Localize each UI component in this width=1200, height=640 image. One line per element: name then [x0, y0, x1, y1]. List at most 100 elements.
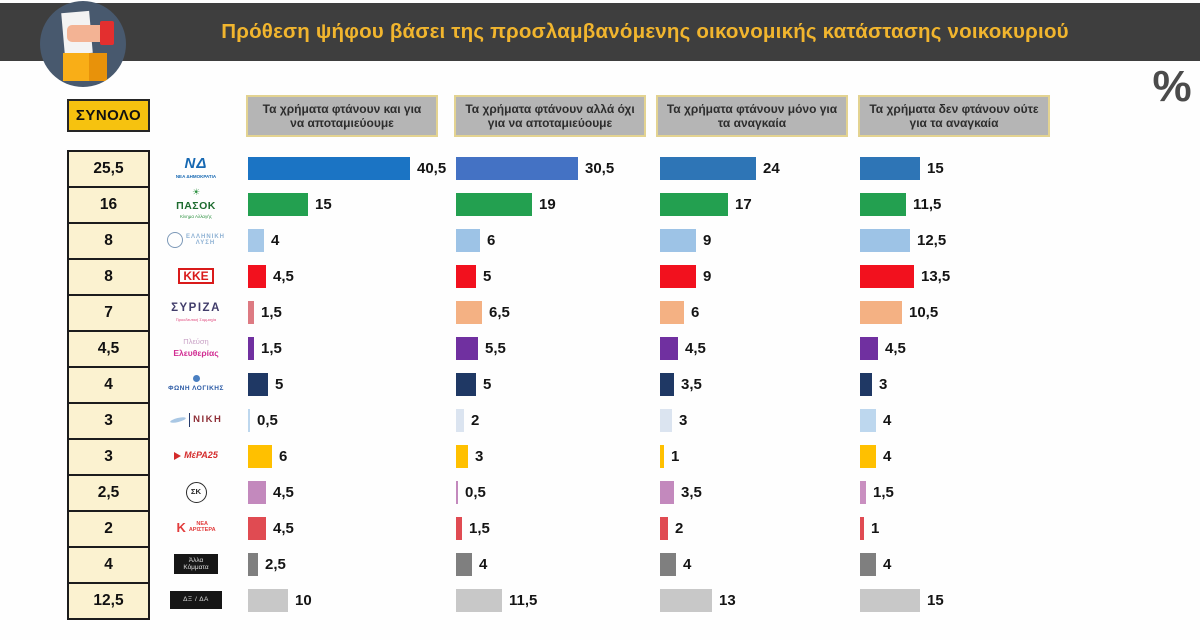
bar-syriza-group2: [456, 300, 482, 324]
bar-cell-nea-aristera-group4: 1: [860, 510, 1065, 546]
bar-value-nea-aristera-group4: 1: [871, 519, 880, 537]
page-title: Πρόθεση ψήφου βάσει της προσλαμβανόμενης…: [221, 20, 1069, 43]
bar-pasok-group1: [248, 192, 308, 216]
bar-value-foni-logikis-group2: 5: [483, 375, 492, 393]
bar-value-mera25-group1: 6: [279, 447, 288, 465]
bar-cell-nea-aristera-group2: 1,5: [456, 510, 661, 546]
bar-pasok-group3: [660, 192, 728, 216]
bar-value-nd-group1: 40,5: [417, 159, 447, 177]
bar-value-syriza-group2: 6,5: [489, 303, 510, 321]
bar-cell-nea-aristera-group3: 2: [660, 510, 865, 546]
kke-logo-icon: ΚΚΕ: [148, 258, 244, 294]
bar-cell-dx-da-group1: 10: [248, 582, 453, 618]
bar-value-syriza-group4: 10,5: [909, 303, 939, 321]
bar-value-dx-da-group3: 13: [719, 591, 736, 609]
column-header-no-savings: Τα χρήματα φτάνουν αλλά όχι για να αποτα…: [454, 95, 646, 137]
nd-logo-icon: ΝΔ ΝΕΑ ΔΗΜΟΚΡΑΤΙΑ: [148, 150, 244, 186]
total-value-foni-logikis: 4: [67, 366, 150, 404]
bar-cell-syriza-group3: 6: [660, 294, 865, 330]
total-value-nd: 25,5: [67, 150, 150, 188]
bar-cell-sk-group1: 4,5: [248, 474, 453, 510]
bar-cell-mera25-group2: 3: [456, 438, 661, 474]
bar-plefsi-eleftherias-group1: [248, 336, 254, 360]
bar-cell-alla-kommata-group3: 4: [660, 546, 865, 582]
bar-cell-elliniki-lysi-group1: 4: [248, 222, 453, 258]
party-rows: 25,5 ΝΔ ΝΕΑ ΔΗΜΟΚΡΑΤΙΑ 40,5 30,5 24 15 16 ☀ ΠΑΣΟΚ…: [0, 150, 1200, 635]
bar-value-pasok-group3: 17: [735, 195, 752, 213]
total-value-pasok: 16: [67, 186, 150, 224]
bar-value-nd-group3: 24: [763, 159, 780, 177]
bar-nea-aristera-group2: [456, 516, 462, 540]
bar-mera25-group3: [660, 444, 664, 468]
bar-alla-kommata-group3: [660, 552, 676, 576]
logo-text: ΜέΡΑ25: [184, 450, 218, 461]
ballot-box-logo-icon: [40, 1, 126, 87]
bar-value-nd-group4: 15: [927, 159, 944, 177]
party-row-mera25: 3 ΜέΡΑ25 6 3 1 4: [0, 438, 1200, 476]
nea-aristera-logo: Κ ΝΕΑ ΑΡΙΣΤΕΡΑ: [176, 520, 215, 535]
logo-text: ΣΥΡΙΖΑ: [171, 302, 221, 315]
bar-pasok-group2: [456, 192, 532, 216]
ring-glyph: ΣΚ: [185, 481, 207, 503]
party-row-elliniki-lysi: 8 ΕΛΛΗΝΙΚΗ ΛΥΣΗ 4 6 9 12,5: [0, 222, 1200, 260]
bar-value-sk-group2: 0,5: [465, 483, 486, 501]
bar-cell-syriza-group4: 10,5: [860, 294, 1065, 330]
logo-text: ΕΛΛΗΝΙΚΗ ΛΥΣΗ: [185, 233, 225, 246]
sk-logo: ΣΚ: [185, 481, 207, 503]
total-value-alla-kommata: 4: [67, 546, 150, 584]
bar-value-alla-kommata-group3: 4: [683, 555, 692, 573]
logo-text: ΝΔ: [184, 154, 208, 172]
bar-value-plefsi-eleftherias-group4: 4,5: [885, 339, 906, 357]
bar-cell-sk-group3: 3,5: [660, 474, 865, 510]
bar-value-syriza-group1: 1,5: [261, 303, 282, 321]
pasok-logo: ☀ ΠΑΣΟΚ Κίνημα Αλλαγής: [176, 187, 216, 220]
bar-value-dx-da-group2: 11,5: [509, 591, 538, 609]
party-row-foni-logikis: 4 ΦΩΝΗ ΛΟΓΙΚΗΣ 5 5 3,5 3: [0, 366, 1200, 404]
column-header-savings: Τα χρήματα φτάνουν και για να αποταμιεύο…: [246, 95, 438, 137]
bar-cell-foni-logikis-group3: 3,5: [660, 366, 865, 402]
percent-unit-label: %: [1152, 62, 1192, 111]
bar-cell-nd-group2: 30,5: [456, 150, 661, 186]
logo-text: ΠΑΣΟΚ: [176, 199, 216, 212]
bar-value-alla-kommata-group2: 4: [479, 555, 488, 573]
bar-value-niki-group2: 2: [471, 411, 480, 429]
bar-value-nea-aristera-group2: 1,5: [469, 519, 490, 537]
sleeve-icon: [100, 21, 114, 45]
bar-dx-da-group3: [660, 588, 712, 612]
bar-niki-group3: [660, 408, 672, 432]
vbar-glyph: [188, 413, 191, 427]
bar-alla-kommata-group4: [860, 552, 876, 576]
bar-kke-group3: [660, 264, 696, 288]
bar-nd-group3: [660, 156, 756, 180]
logo-text: ☀: [191, 187, 201, 198]
bar-value-plefsi-eleftherias-group2: 5,5: [485, 339, 506, 357]
nea-aristera-logo-icon: Κ ΝΕΑ ΑΡΙΣΤΕΡΑ: [148, 510, 244, 546]
bar-elliniki-lysi-group1: [248, 228, 264, 252]
bar-nd-group1: [248, 156, 410, 180]
bar-sk-group1: [248, 480, 266, 504]
dx-da-logo-icon: ΔΞ / ΔΑ: [148, 582, 244, 618]
bar-plefsi-eleftherias-group3: [660, 336, 678, 360]
bar-cell-kke-group2: 5: [456, 258, 661, 294]
bar-foni-logikis-group2: [456, 372, 476, 396]
bar-value-sk-group3: 3,5: [681, 483, 702, 501]
bar-cell-foni-logikis-group4: 3: [860, 366, 1065, 402]
logo-text: ΝΙΚΗ: [193, 413, 223, 425]
party-row-plefsi-eleftherias: 4,5 Πλεύση Ελευθερίας 1,5 5,5 4,5 4,5: [0, 330, 1200, 368]
bar-cell-alla-kommata-group4: 4: [860, 546, 1065, 582]
bar-value-alla-kommata-group1: 2,5: [265, 555, 286, 573]
total-value-nea-aristera: 2: [67, 510, 150, 548]
plefsi-eleftherias-logo-icon: Πλεύση Ελευθερίας: [148, 330, 244, 366]
bar-foni-logikis-group4: [860, 372, 872, 396]
bar-cell-plefsi-eleftherias-group2: 5,5: [456, 330, 661, 366]
bar-cell-kke-group4: 13,5: [860, 258, 1065, 294]
party-row-nd: 25,5 ΝΔ ΝΕΑ ΔΗΜΟΚΡΑΤΙΑ 40,5 30,5 24 15: [0, 150, 1200, 188]
bar-cell-kke-group3: 9: [660, 258, 865, 294]
total-value-elliniki-lysi: 8: [67, 222, 150, 260]
bar-value-elliniki-lysi-group2: 6: [487, 231, 496, 249]
bar-foni-logikis-group3: [660, 372, 674, 396]
kke-logo: ΚΚΕ: [178, 267, 214, 285]
bar-niki-group1: [248, 408, 250, 432]
bar-cell-elliniki-lysi-group2: 6: [456, 222, 661, 258]
bar-cell-niki-group2: 2: [456, 402, 661, 438]
